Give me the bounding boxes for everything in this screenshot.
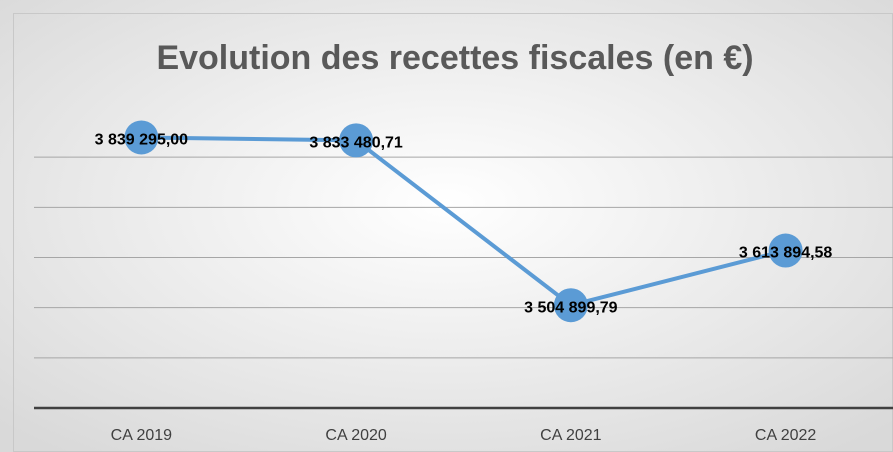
point-marker [339, 123, 374, 158]
series-line [141, 135, 787, 308]
point-marker [124, 120, 159, 155]
data-label: 3 833 480,71 [309, 135, 403, 152]
point-marker [768, 233, 803, 268]
x-tick-label: CA 2019 [111, 427, 172, 444]
data-label: 3 504 899,79 [524, 299, 618, 316]
data-label: 3 839 295,00 [95, 132, 189, 149]
x-tick-label: CA 2021 [540, 427, 601, 444]
point-marker [553, 288, 588, 323]
x-tick-label: CA 2020 [325, 427, 386, 444]
x-tick-label: CA 2022 [755, 427, 816, 444]
data-label: 3 613 894,58 [739, 245, 833, 262]
chart-title: Evolution des recettes fiscales (en €) [156, 39, 753, 77]
